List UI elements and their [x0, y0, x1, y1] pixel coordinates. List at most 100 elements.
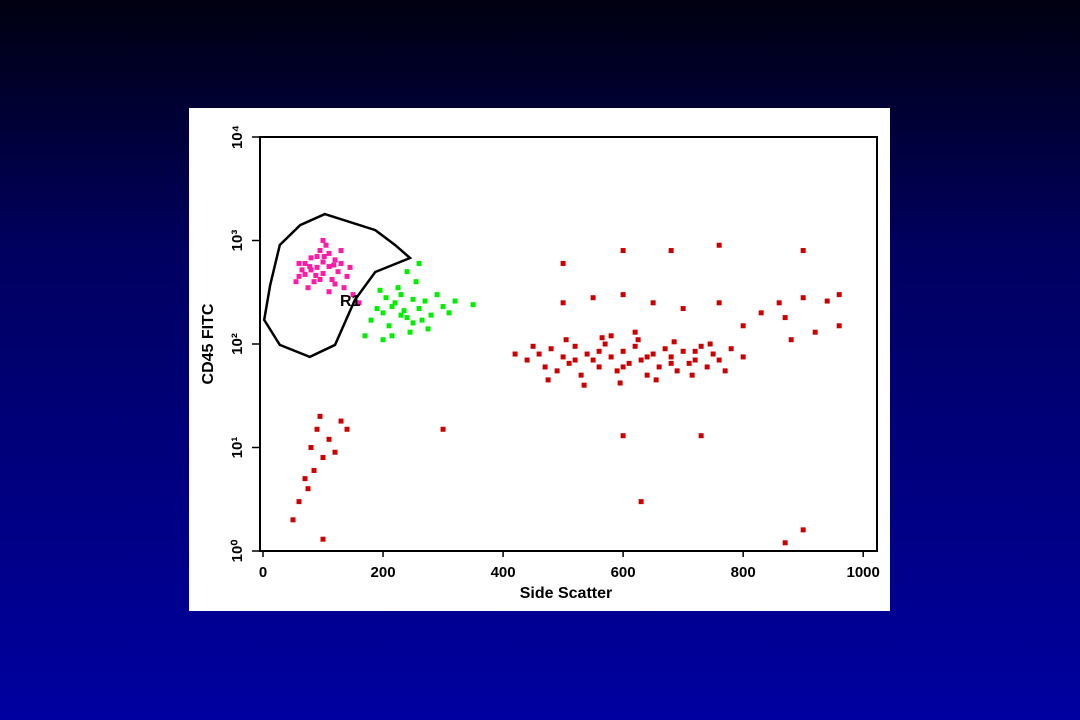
- point: [560, 260, 566, 266]
- point: [776, 300, 782, 306]
- point: [644, 354, 650, 360]
- point: [392, 300, 398, 306]
- y-tick-label: 10²: [229, 333, 246, 355]
- gate-label: R1: [340, 293, 361, 310]
- point: [404, 315, 410, 321]
- point: [536, 351, 542, 357]
- point: [413, 279, 419, 285]
- point: [338, 260, 344, 266]
- gate-polygon: [262, 212, 413, 359]
- plot-panel: [189, 108, 890, 611]
- point: [380, 337, 386, 343]
- point: [320, 259, 326, 265]
- point: [686, 360, 692, 366]
- point: [332, 281, 338, 287]
- point: [638, 357, 644, 363]
- point: [608, 333, 614, 339]
- point: [590, 295, 596, 301]
- point: [321, 254, 327, 260]
- point: [728, 346, 734, 352]
- point: [296, 260, 302, 266]
- point: [599, 335, 605, 341]
- point: [335, 269, 341, 275]
- point: [800, 295, 806, 301]
- point: [308, 255, 314, 261]
- point: [296, 499, 302, 505]
- point: [698, 433, 704, 439]
- y-tick-label: 10³: [229, 230, 246, 252]
- point: [635, 337, 641, 343]
- point: [389, 304, 395, 310]
- point: [524, 357, 530, 363]
- point: [650, 300, 656, 306]
- x-tick-label: 1000: [847, 564, 880, 581]
- point: [644, 372, 650, 378]
- point: [398, 292, 404, 298]
- point: [602, 341, 608, 347]
- point: [386, 323, 392, 329]
- point: [326, 289, 332, 295]
- point: [782, 315, 788, 321]
- point: [620, 364, 626, 370]
- point: [383, 295, 389, 301]
- point: [293, 279, 299, 285]
- point: [299, 267, 305, 273]
- point: [668, 360, 674, 366]
- point: [398, 312, 404, 318]
- point: [590, 357, 596, 363]
- point: [722, 368, 728, 374]
- point: [410, 320, 416, 326]
- point: [308, 267, 314, 273]
- point: [446, 310, 452, 316]
- point: [452, 298, 458, 304]
- point: [320, 536, 326, 542]
- point: [317, 413, 323, 419]
- y-tick-label: 10¹: [229, 437, 246, 459]
- point: [782, 540, 788, 546]
- point: [407, 329, 413, 335]
- x-tick-label: 200: [371, 564, 396, 581]
- point: [563, 337, 569, 343]
- point: [581, 382, 587, 388]
- point: [440, 304, 446, 310]
- point: [632, 343, 638, 349]
- point: [314, 264, 320, 270]
- point: [344, 426, 350, 432]
- point: [740, 354, 746, 360]
- point: [668, 354, 674, 360]
- y-tick-label: 10⁰: [229, 540, 246, 563]
- point: [650, 351, 656, 357]
- point: [512, 351, 518, 357]
- point: [419, 317, 425, 323]
- point: [707, 341, 713, 347]
- point: [440, 426, 446, 432]
- point: [326, 264, 332, 270]
- x-axis-label: Side Scatter: [520, 585, 612, 602]
- point: [560, 300, 566, 306]
- point: [307, 264, 313, 270]
- point: [416, 306, 422, 312]
- point: [740, 323, 746, 329]
- point: [800, 527, 806, 533]
- point: [290, 517, 296, 523]
- point: [302, 260, 308, 266]
- point: [320, 455, 326, 461]
- point: [296, 273, 302, 279]
- point: [404, 269, 410, 275]
- point: [320, 238, 326, 243]
- point: [704, 364, 710, 370]
- point: [680, 348, 686, 354]
- point: [572, 357, 578, 363]
- point: [554, 368, 560, 374]
- point: [305, 285, 311, 291]
- point: [596, 364, 602, 370]
- point: [302, 271, 308, 277]
- point: [362, 333, 368, 339]
- point: [716, 242, 722, 248]
- point: [332, 257, 338, 263]
- x-tick-label: 0: [259, 564, 267, 581]
- point: [331, 262, 337, 268]
- point: [542, 364, 548, 370]
- point: [689, 372, 695, 378]
- point: [377, 287, 383, 293]
